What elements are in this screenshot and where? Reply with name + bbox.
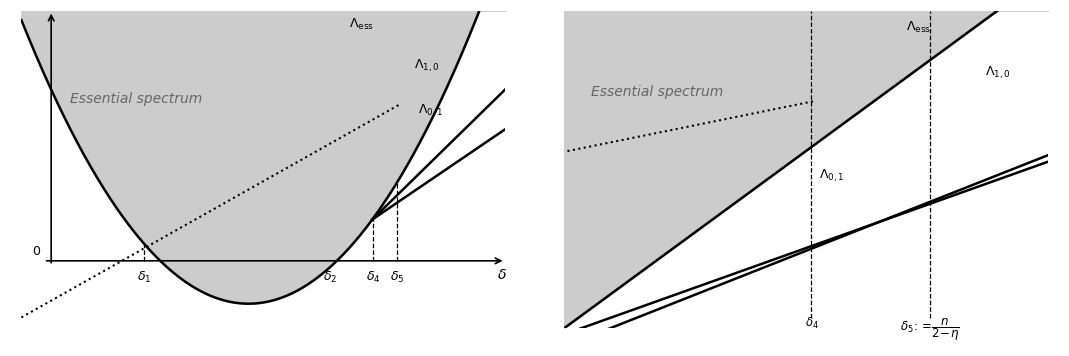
Text: $\delta_4$: $\delta_4$ (805, 316, 819, 331)
Text: Essential spectrum: Essential spectrum (591, 85, 724, 99)
Text: $\delta_1$: $\delta_1$ (137, 270, 152, 286)
Text: $\delta_5\!:=\!\dfrac{n}{2\!-\!\eta}$: $\delta_5\!:=\!\dfrac{n}{2\!-\!\eta}$ (900, 316, 959, 343)
Text: Essential spectrum: Essential spectrum (69, 92, 202, 106)
Text: $\Lambda_{1,0}$: $\Lambda_{1,0}$ (414, 57, 440, 74)
Text: $\delta$: $\delta$ (497, 268, 507, 282)
Text: $\Lambda_{\rm ess}$: $\Lambda_{\rm ess}$ (350, 17, 374, 32)
Text: $\Lambda_{0,1}$: $\Lambda_{0,1}$ (418, 103, 444, 119)
Text: $\Lambda_{1,0}$: $\Lambda_{1,0}$ (985, 65, 1010, 82)
Text: $\delta_5$: $\delta_5$ (390, 270, 405, 286)
Text: 0: 0 (32, 245, 40, 258)
Text: $\Lambda_{\rm ess}$: $\Lambda_{\rm ess}$ (905, 20, 931, 35)
Text: $\delta_2$: $\delta_2$ (323, 270, 338, 286)
Text: $\Lambda_{0,1}$: $\Lambda_{0,1}$ (819, 168, 845, 184)
Text: $\delta_4$: $\delta_4$ (366, 270, 381, 286)
